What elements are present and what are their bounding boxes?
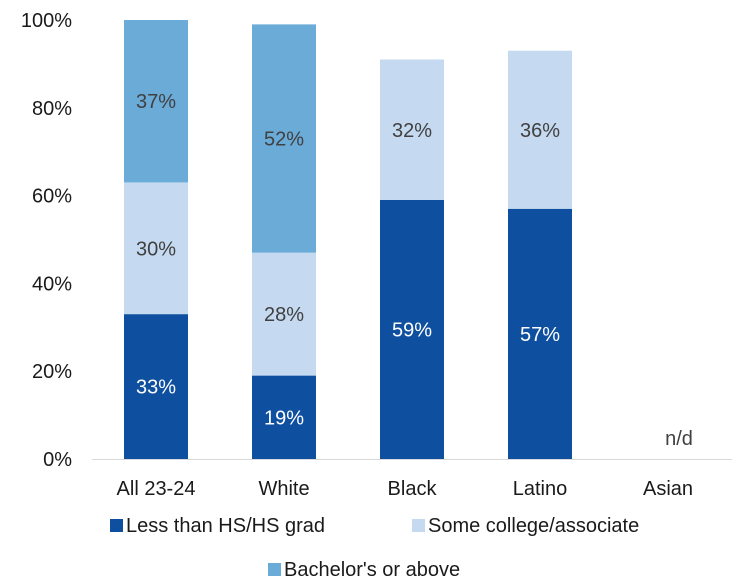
legend-label: Less than HS/HS grad [126, 515, 325, 537]
data-label: 36% [520, 120, 560, 142]
bar-segment-less-than-hs-hs-grad-black [380, 199, 444, 460]
bar-segment-less-than-hs-hs-grad-white [252, 375, 316, 459]
x-tick-label: White [258, 478, 309, 500]
y-axis: 0% 20% 40% 60% 80% 100% [21, 10, 72, 471]
legend: Less than HS/HS grad Some college/associa… [110, 515, 639, 581]
data-labels: 33% 30% 37% 19% 28% 52% 59% 32% 57% 36% n/d [136, 91, 693, 450]
y-tick-label: 100% [21, 10, 72, 32]
data-label: 59% [392, 319, 432, 341]
data-label: 57% [520, 324, 560, 346]
legend-item-some-college-associate: Some college/associate [412, 515, 639, 537]
bar-segment-less-than-hs-hs-grad-all-23-24 [124, 314, 188, 459]
data-label: 19% [264, 407, 304, 429]
bar-segment-some-college-associate-white [252, 252, 316, 376]
bar-segment-less-than-hs-hs-grad-latino [508, 208, 572, 459]
data-label: 33% [136, 377, 176, 399]
legend-item-bachelor-s-or-above: Bachelor's or above [268, 559, 460, 581]
y-tick-label: 60% [32, 186, 72, 208]
legend-item-less-than-hs-hs-grad: Less than HS/HS grad [110, 515, 325, 537]
annotation-label: n/d [665, 428, 693, 450]
legend-swatch [110, 519, 123, 532]
data-label: 28% [264, 304, 304, 326]
bar-segment-some-college-associate-all-23-24 [124, 182, 188, 315]
bar-segment-bachelor-s-or-above-all-23-24 [124, 20, 188, 183]
bar-segment-some-college-associate-black [380, 59, 444, 200]
y-tick-label: 80% [32, 98, 72, 120]
y-tick-label: 40% [32, 273, 72, 295]
x-tick-label: Black [388, 478, 438, 500]
legend-swatch [412, 519, 425, 532]
data-label: 37% [136, 91, 176, 113]
bar-segment-bachelor-s-or-above-white [252, 24, 316, 253]
x-tick-label: Latino [513, 478, 568, 500]
bars [124, 20, 572, 460]
data-label: 30% [136, 238, 176, 260]
x-tick-label: Asian [643, 478, 693, 500]
legend-label: Bachelor's or above [284, 559, 460, 581]
bar-segment-some-college-associate-latino [508, 50, 572, 209]
legend-label: Some college/associate [428, 515, 639, 537]
x-tick-label: All 23-24 [117, 478, 196, 500]
x-axis: All 23-24 White Black Latino Asian [92, 459, 732, 500]
y-tick-label: 0% [43, 449, 72, 471]
legend-swatch [268, 563, 281, 576]
y-tick-label: 20% [32, 361, 72, 383]
data-label: 32% [392, 120, 432, 142]
data-label: 52% [264, 129, 304, 151]
